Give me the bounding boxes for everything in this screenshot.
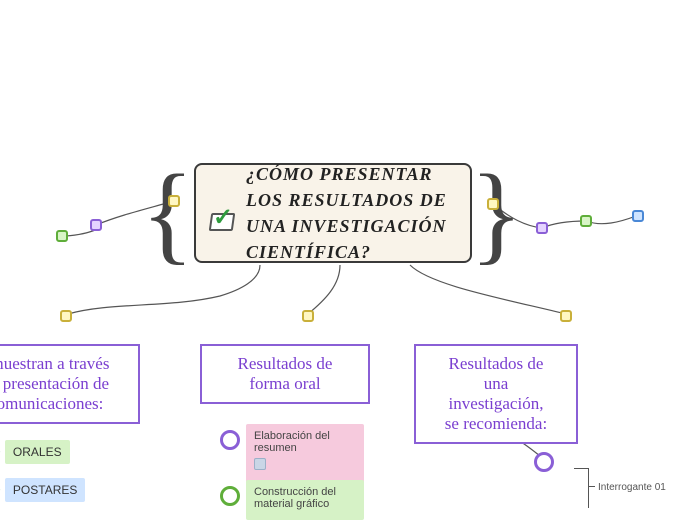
brace-right-icon: } [470,160,484,266]
branch-heading[interactable]: Resultados deunainvestigación,se recomie… [414,344,578,444]
connector-marker[interactable] [60,310,72,322]
list-item-label: POSTARES [5,478,85,502]
sub-topic[interactable]: Elaboración del resumen [220,424,364,483]
badge-icon [254,458,266,470]
list-item[interactable]: ➔POSTARES [0,478,85,502]
heading-line: se recomienda: [426,414,566,434]
connector-marker[interactable] [560,310,572,322]
connector-marker[interactable] [168,195,180,207]
connector-marker[interactable] [302,310,314,322]
branch-heading[interactable]: muestran a travésa presentación deomunic… [0,344,140,424]
connector-line [589,486,595,487]
connector-line [588,468,589,508]
sub-topic-label: Elaboración del resumen [246,424,364,483]
arrow-icon: ➔ [0,482,1,498]
sub-topic-label: Construcción del material gráfico [246,480,364,520]
subnode-ring[interactable] [534,452,554,472]
heading-line: una [426,374,566,394]
heading-line: investigación, [426,394,566,414]
heading-line: Resultados de [212,354,358,374]
checkmark-icon: ✓ [210,205,238,233]
heading-line: a presentación de [0,374,128,394]
node-ring-icon [220,430,240,450]
brace-left-icon: } [180,160,194,266]
subnode-label: Interrogante 01 [598,482,666,493]
list-item-label: ORALES [5,440,70,464]
node-ring-icon [220,486,240,506]
branch-heading[interactable]: Resultados deforma oral [200,344,370,404]
connector-marker[interactable] [487,198,499,210]
root-title: ¿Cómo presentar los resultados de una in… [246,161,460,265]
list-item[interactable]: ➔ORALES [0,440,70,464]
arrow-icon: ➔ [0,444,1,460]
heading-line: forma oral [212,374,358,394]
connector-marker[interactable] [580,215,592,227]
connector-marker[interactable] [56,230,68,242]
sub-topic[interactable]: Construcción del material gráfico [220,480,364,520]
root-node[interactable]: ✓ ¿Cómo presentar los resultados de una … [194,163,472,263]
heading-line: omunicaciones: [0,394,128,414]
connector-line [574,468,588,469]
heading-line: muestran a través [0,354,128,374]
connector-marker[interactable] [536,222,548,234]
connector-marker[interactable] [632,210,644,222]
connector-marker[interactable] [90,219,102,231]
heading-line: Resultados de [426,354,566,374]
